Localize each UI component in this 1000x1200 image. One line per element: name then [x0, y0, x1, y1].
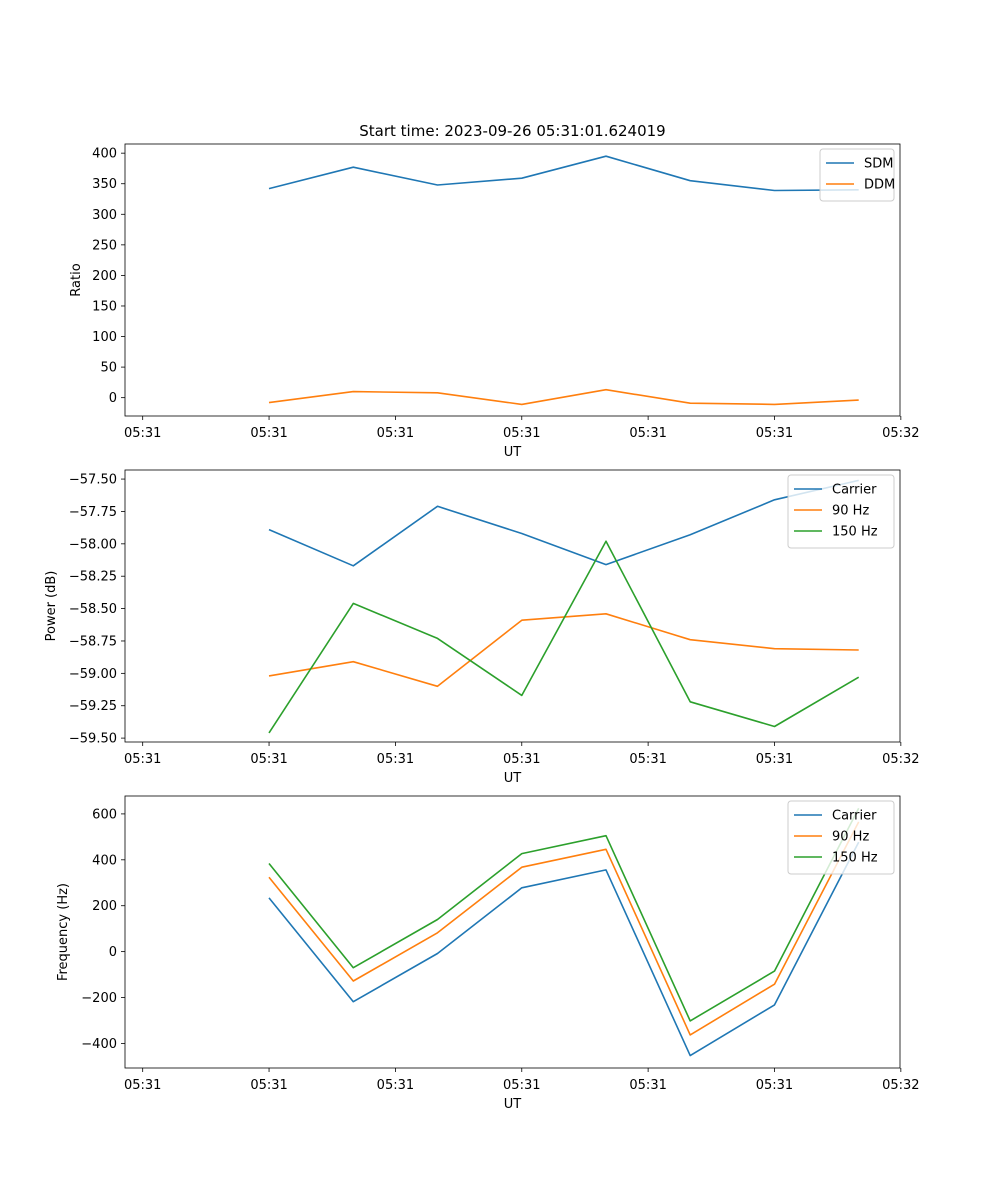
chart-2-x-tick-label: 05:31: [629, 752, 666, 767]
chart-1-x-tick-label: 05:31: [250, 426, 287, 441]
chart-2-y-tick-label: −57.50: [69, 473, 117, 488]
chart-2-legend-label-carrier: Carrier: [832, 483, 877, 498]
chart-1-y-tick-label: 200: [92, 269, 117, 284]
chart-1-y-tick-label: 100: [92, 330, 117, 345]
chart-2-legend-label-90-hz: 90 Hz: [832, 504, 869, 519]
chart-2-x-tick-label: 05:31: [377, 752, 414, 767]
chart-1-x-tick-label: 05:31: [629, 426, 666, 441]
chart-3-y-tick-label: 200: [92, 899, 117, 914]
chart-1-series-ddm: [268, 388, 859, 406]
chart-2-axes-frame: [124, 469, 901, 743]
chart-2-x-tick-label: 05:31: [250, 752, 287, 767]
chart-3-x-tick-label: 05:31: [629, 1078, 666, 1093]
chart-3-y-tick-label: 400: [92, 853, 117, 868]
chart-2-legend-label-150-hz: 150 Hz: [832, 525, 878, 540]
chart-1-y-tick-label: 400: [92, 147, 117, 162]
chart-2-x-tick-label: 05:31: [503, 752, 540, 767]
chart-3-legend: [787, 800, 895, 875]
chart-3-x-tick-label: 05:31: [377, 1078, 414, 1093]
chart-3-x-tick-label: 05:32: [882, 1078, 919, 1093]
chart-3-x-tick-label: 05:31: [756, 1078, 793, 1093]
chart-3-y-tick-label: 600: [92, 807, 117, 822]
chart-1-y-tick-label: 0: [109, 391, 117, 406]
chart-1-y-tick-label: 350: [92, 177, 117, 192]
chart-1-legend-label-ddm: DDM: [864, 178, 895, 193]
chart-2-y-tick-label: −59.00: [69, 667, 117, 682]
chart-1-x-axis-label: UT: [504, 445, 522, 460]
chart-1-y-tick-label: 150: [92, 299, 117, 314]
chart-2-y-axis-label: Power (dB): [44, 571, 59, 642]
chart-2-y-tick-label: −57.75: [69, 505, 117, 520]
chart-1-x-tick-label: 05:31: [756, 426, 793, 441]
chart-2-y-tick-label: −59.25: [69, 699, 117, 714]
chart-3-y-axis-label: Frequency (Hz): [56, 883, 71, 981]
chart-2-y-tick-label: −58.75: [69, 634, 117, 649]
chart-2-x-tick-label: 05:31: [756, 752, 793, 767]
chart-2-series-carrier: [268, 479, 859, 567]
figure-title: Start time: 2023-09-26 05:31:01.624019: [359, 122, 665, 140]
chart-1-x-tick-label: 05:31: [377, 426, 414, 441]
chart-1-y-tick-label: 250: [92, 238, 117, 253]
chart-2-y-tick-label: −58.50: [69, 602, 117, 617]
chart-2-legend: [787, 474, 895, 549]
chart-1-y-tick-label: 50: [100, 361, 117, 376]
chart-2-x-tick-label: 05:32: [882, 752, 919, 767]
chart-3-legend-label-carrier: Carrier: [832, 809, 877, 824]
chart-1-y-tick-label: 300: [92, 208, 117, 223]
chart-2-y-tick-label: −58.25: [69, 570, 117, 585]
chart-3-x-tick-label: 05:31: [250, 1078, 287, 1093]
chart-1-legend: [819, 148, 895, 202]
chart-3-axes-frame: [124, 795, 901, 1069]
chart-3-x-tick-label: 05:31: [503, 1078, 540, 1093]
chart-1-x-tick-label: 05:31: [124, 426, 161, 441]
chart-3-y-tick-label: 0: [109, 945, 117, 960]
chart-1-series-sdm: [268, 155, 859, 192]
chart-2-x-tick-label: 05:31: [124, 752, 161, 767]
chart-1-y-axis-label: Ratio: [69, 263, 84, 296]
chart-2-x-axis-label: UT: [504, 771, 522, 786]
chart-1-axes-frame: [124, 143, 901, 417]
chart-3-series-carrier: [268, 841, 860, 1057]
chart-1-x-tick-label: 05:32: [882, 426, 919, 441]
chart-1-x-tick-label: 05:31: [503, 426, 540, 441]
chart-3-legend-label-90-hz: 90 Hz: [832, 830, 869, 845]
chart-2-series-150-hz: [268, 540, 860, 734]
chart-2-y-tick-label: −58.00: [69, 537, 117, 552]
chart-3-series-90-hz: [268, 821, 860, 1036]
chart-3-y-tick-label: −200: [81, 991, 117, 1006]
chart-2-y-tick-label: −59.50: [69, 732, 117, 747]
chart-3-series-150-hz: [268, 807, 860, 1022]
chart-3-y-tick-label: −400: [81, 1037, 117, 1052]
chart-3-x-tick-label: 05:31: [124, 1078, 161, 1093]
chart-1-legend-label-sdm: SDM: [864, 157, 893, 172]
chart-3-x-axis-label: UT: [504, 1097, 522, 1112]
chart-3-legend-label-150-hz: 150 Hz: [832, 851, 878, 866]
